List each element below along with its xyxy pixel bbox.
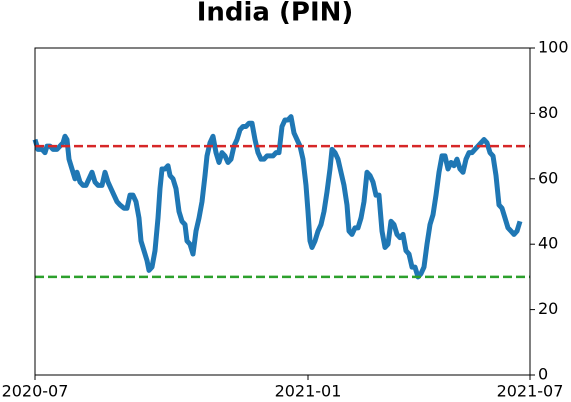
x-tick-label: 2021-01 (275, 382, 342, 401)
line-series (32, 114, 523, 280)
x-tick-label: 2020-07 (2, 382, 69, 401)
y-tick-label: 60 (538, 168, 558, 187)
chart-title: India (PIN) (197, 0, 354, 28)
y-tick-label: 40 (538, 234, 558, 253)
y-tick-label: 80 (538, 103, 558, 122)
x-tick-label: 2021-07 (497, 382, 564, 401)
y-tick-label: 0 (538, 365, 548, 384)
y-tick-label: 20 (538, 299, 558, 318)
plot-frame (34, 47, 531, 376)
y-tick-label: 100 (538, 38, 569, 57)
